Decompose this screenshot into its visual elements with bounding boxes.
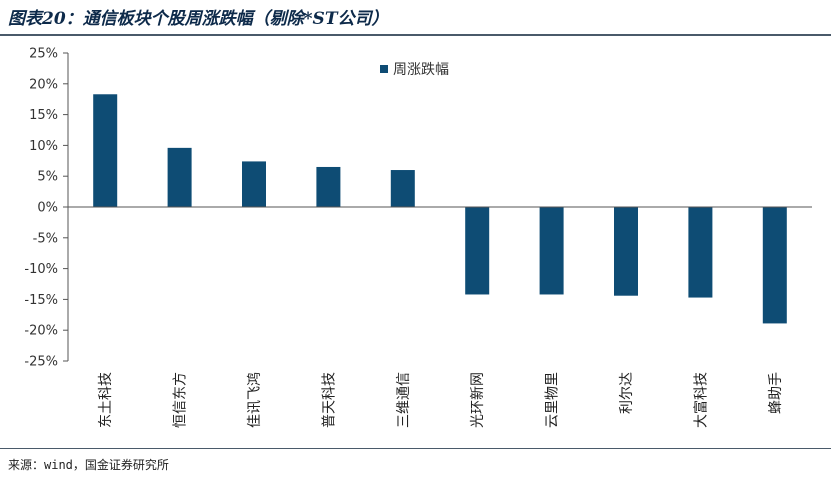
- x-tick-label: 佳讯飞鸿: [246, 372, 263, 428]
- y-tick-label: 10%: [29, 139, 58, 154]
- bar: [242, 161, 266, 207]
- x-tick-label: 云里物里: [545, 372, 561, 428]
- x-tick-label: 蜂助手: [768, 372, 784, 414]
- x-axis: 东土科技 恒信东方 佳讯飞鸿 普天科技 三维通信 光环新网 云里物里 利尔达 大富科技 蜂助手: [68, 206, 812, 428]
- bar: [614, 207, 638, 296]
- bar: [465, 207, 490, 295]
- x-tick-label: 光环新网: [470, 372, 486, 428]
- y-tick-label: 25%: [29, 47, 58, 62]
- y-tick-label: -10%: [24, 262, 58, 277]
- x-tick-label: 普天科技: [321, 372, 337, 428]
- x-tick-label: 三维通信: [396, 372, 412, 428]
- x-tick-label: 东土科技: [98, 372, 114, 428]
- bars: [93, 94, 787, 324]
- bar: [688, 207, 713, 298]
- bar: [390, 170, 415, 207]
- source-rule: [0, 448, 831, 449]
- bar: [539, 207, 564, 295]
- bar: [316, 166, 341, 207]
- bar: [167, 147, 192, 207]
- y-tick-label: 5%: [37, 170, 58, 185]
- legend-label: 周涨跌幅: [393, 62, 449, 78]
- y-tick-label: -5%: [33, 231, 58, 246]
- x-tick-label: 利尔达: [619, 372, 635, 414]
- legend: 周涨跌幅: [380, 62, 449, 78]
- x-tick-label: 大富科技: [692, 372, 709, 428]
- y-tick-label: -25%: [24, 355, 58, 370]
- x-tick-label: 恒信东方: [173, 372, 189, 428]
- bar: [93, 94, 118, 207]
- y-tick-label: -15%: [24, 293, 58, 308]
- y-tick-label: -20%: [24, 324, 58, 339]
- y-tick-label: 20%: [29, 77, 58, 92]
- legend-swatch: [380, 65, 388, 73]
- bar: [762, 207, 787, 324]
- title-rule: [0, 34, 831, 36]
- source-note: 来源：wind，国金证券研究所: [8, 458, 169, 472]
- figure-title: 图表20：通信板块个股周涨跌幅（剔除*ST公司）: [8, 9, 389, 29]
- bar-chart: -25% -20% -15% -10% -5% 0% 5% 10% 15% 20% 25% 东土科技…: [24, 47, 812, 428]
- y-axis: -25% -20% -15% -10% -5% 0% 5% 10% 15% 20% 25%: [24, 47, 69, 370]
- y-tick-label: 0%: [37, 201, 58, 216]
- y-tick-label: 15%: [29, 108, 58, 123]
